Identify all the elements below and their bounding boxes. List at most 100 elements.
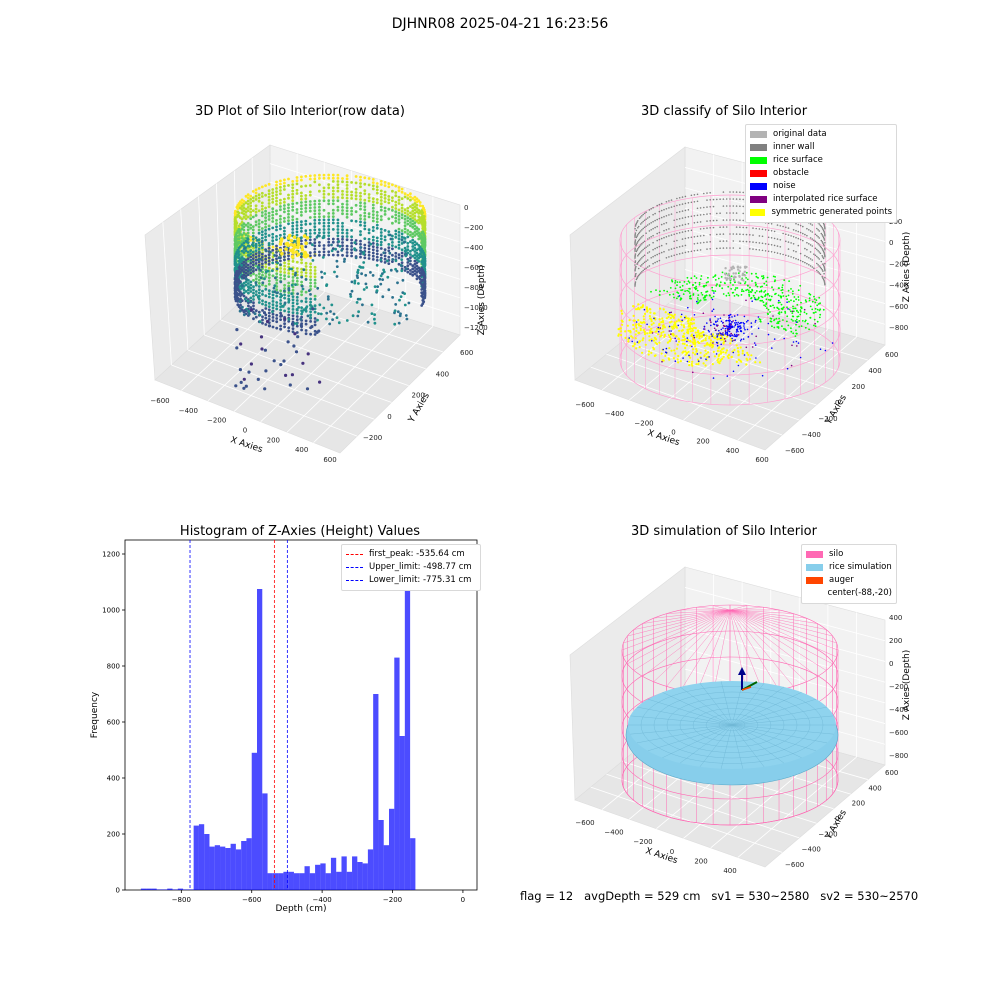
data-point	[397, 246, 401, 250]
noise-point	[728, 324, 731, 327]
symmetric-point	[639, 324, 642, 328]
data-point	[318, 253, 321, 257]
data-point	[248, 244, 251, 248]
noise-point	[787, 308, 789, 310]
rice-surface-point	[819, 313, 822, 316]
rice-surface-point	[797, 299, 800, 301]
data-point	[271, 200, 275, 204]
data-point	[242, 260, 246, 264]
inner-wall-point	[678, 218, 681, 220]
data-point	[287, 294, 291, 298]
data-point	[271, 242, 275, 246]
symmetric-point	[682, 324, 685, 327]
noise-point	[717, 324, 719, 327]
inner-wall-point	[722, 198, 725, 200]
inner-wall-point	[790, 242, 792, 244]
inner-wall-point	[816, 248, 818, 251]
symmetric-point	[720, 348, 724, 351]
symmetric-point	[694, 353, 697, 356]
inner-wall-point	[818, 251, 821, 253]
inner-wall-point	[690, 194, 693, 197]
data-point	[327, 212, 331, 215]
data-point	[413, 262, 417, 266]
data-point	[249, 255, 253, 259]
histogram-bar	[198, 824, 205, 890]
data-point	[400, 229, 404, 232]
data-point	[320, 276, 324, 279]
inner-wall-point	[739, 247, 741, 249]
original-point	[738, 270, 741, 273]
noise-point	[754, 321, 757, 323]
data-point	[302, 268, 306, 272]
symmetric-point	[692, 322, 696, 325]
inner-wall-point	[634, 239, 637, 241]
data-point	[327, 192, 331, 196]
rice-mesh-line	[662, 692, 733, 726]
symmetric-point	[676, 343, 679, 346]
data-point	[304, 261, 308, 265]
data-point	[375, 217, 379, 221]
data-point	[336, 196, 340, 199]
data-point	[404, 267, 408, 271]
data-point	[391, 221, 394, 225]
data-point	[261, 299, 264, 303]
inner-wall-point	[670, 199, 673, 201]
noise-point	[824, 349, 827, 352]
rice-surface-point	[714, 279, 717, 281]
data-point	[275, 320, 279, 324]
symmetric-point	[654, 341, 657, 344]
inner-wall-point	[641, 264, 643, 266]
noise-point	[737, 326, 739, 328]
inner-wall-point	[787, 234, 790, 236]
data-point	[276, 261, 279, 265]
rice-surface-point	[730, 288, 733, 290]
inner-wall-point	[709, 213, 711, 215]
noise-point	[675, 340, 677, 342]
data-point	[403, 208, 407, 212]
data-point	[254, 244, 258, 247]
noise-point	[708, 356, 710, 358]
data-point	[295, 267, 299, 270]
data-point	[356, 268, 360, 272]
inner-wall-point	[742, 226, 744, 229]
data-point	[409, 230, 412, 234]
inner-wall-point	[641, 236, 643, 238]
data-point	[264, 323, 268, 326]
rice-surface-point	[790, 288, 792, 290]
inner-wall-point	[643, 254, 646, 257]
data-point	[379, 237, 383, 241]
data-point	[271, 258, 275, 262]
data-point	[336, 173, 340, 177]
inner-wall-point	[654, 261, 656, 264]
noise-point	[722, 334, 724, 336]
rice-surface-point	[809, 293, 812, 296]
rice-surface-point	[809, 305, 812, 308]
data-point	[411, 197, 415, 200]
data-point	[379, 179, 383, 183]
data-point	[403, 236, 406, 240]
data-point	[308, 241, 312, 245]
symmetric-point	[634, 333, 637, 336]
data-point	[329, 310, 332, 313]
y-tick-label: 200	[107, 831, 120, 839]
inner-wall-point	[799, 252, 802, 255]
data-point	[313, 265, 317, 269]
inner-wall-point	[660, 244, 663, 247]
data-point	[295, 179, 299, 183]
data-point	[264, 225, 267, 229]
data-point	[335, 316, 339, 319]
inner-wall-point	[642, 241, 644, 244]
data-point	[279, 182, 282, 186]
noise-point	[721, 322, 724, 324]
inner-wall-point	[668, 207, 670, 209]
symmetric-point	[670, 349, 673, 352]
noise-point	[737, 330, 739, 333]
x-tick-label: 0	[670, 848, 674, 856]
symmetric-point	[640, 321, 644, 324]
data-point	[283, 210, 286, 214]
data-point	[308, 206, 312, 210]
data-point	[267, 318, 271, 321]
data-point	[345, 212, 349, 216]
inner-wall-point	[822, 264, 825, 267]
noise-point	[674, 337, 676, 340]
